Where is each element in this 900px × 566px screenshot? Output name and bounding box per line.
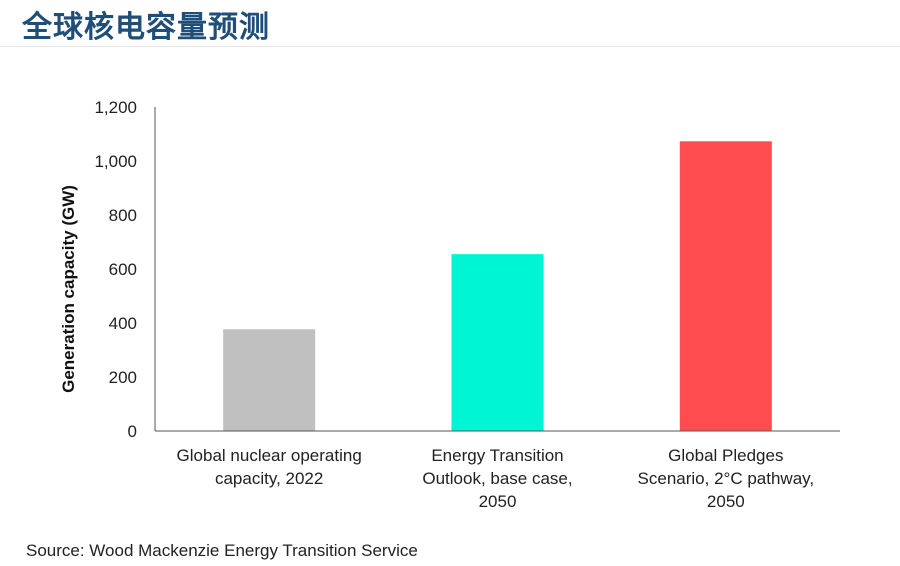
bar	[223, 329, 316, 431]
y-tick-label: 200	[109, 368, 137, 387]
bar	[451, 254, 544, 431]
x-category-label: Global nuclear operating capacity, 2022	[177, 446, 362, 488]
y-axis-ticks: 0 200 400 600 800 1,000 1,200	[94, 98, 137, 441]
y-tick-label: 1,000	[94, 152, 137, 171]
source-note: Source: Wood Mackenzie Energy Transition…	[26, 541, 418, 560]
y-tick-label: 1,200	[94, 98, 137, 117]
bar-chart: 0 200 400 600 800 1,000 1,200 Global nuclear o…	[59, 98, 840, 511]
x-category-label: Energy Transition Outlook, base case, 2050	[422, 446, 572, 511]
y-axis-title: Generation capacity (GW)	[59, 185, 78, 393]
title-divider	[0, 46, 900, 47]
y-tick-label: 0	[128, 422, 137, 441]
y-tick-label: 800	[109, 206, 137, 225]
page-title: 全球核电容量预测	[22, 10, 270, 45]
bar	[679, 141, 772, 432]
y-tick-label: 400	[109, 314, 137, 333]
bars	[223, 141, 772, 432]
category-labels: Global nuclear operating capacity, 2022 En…	[177, 446, 815, 511]
y-tick-label: 600	[109, 260, 137, 279]
x-category-label: Global Pledges Scenario, 2°C pathway, 2050	[638, 446, 815, 511]
